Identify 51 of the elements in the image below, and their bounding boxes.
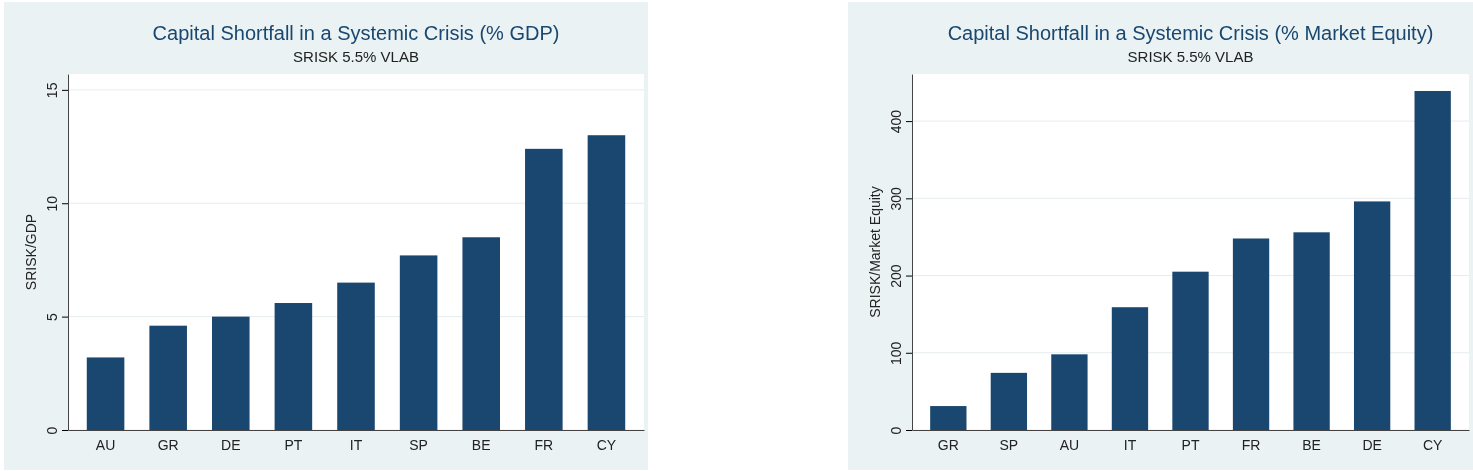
x-tick-label: AU xyxy=(1059,436,1080,453)
bar xyxy=(274,303,313,430)
chart-title: Capital Shortfall in a Systemic Crisis (% GDP) xyxy=(152,22,560,44)
x-tick-label: BE xyxy=(1302,436,1321,453)
x-tick-label: GR xyxy=(157,436,179,453)
x-tick-label: FR xyxy=(1241,436,1261,453)
bar xyxy=(149,325,187,430)
bar xyxy=(86,357,125,430)
x-tick-label: IT xyxy=(349,436,363,453)
chart-subtitle: SRISK 5.5% VLAB xyxy=(1127,48,1254,65)
y-tick-label: 300 xyxy=(887,186,904,211)
x-tick-label: DE xyxy=(221,436,241,453)
bar xyxy=(1353,201,1391,430)
y-tick-label: 5 xyxy=(43,313,60,322)
bar xyxy=(587,135,626,430)
bar xyxy=(1232,238,1270,430)
bar xyxy=(990,372,1028,430)
bar xyxy=(930,406,967,430)
chart-subtitle: SRISK 5.5% VLAB xyxy=(293,48,419,65)
y-tick-label: 100 xyxy=(887,341,904,365)
x-tick-label: GR xyxy=(937,436,959,453)
x-tick-label: SP xyxy=(409,436,428,453)
bar xyxy=(462,237,500,430)
bar xyxy=(337,282,375,430)
x-tick-label: CY xyxy=(1422,436,1444,453)
x-tick-label: PT xyxy=(1181,436,1200,453)
bar xyxy=(1414,90,1451,430)
bar xyxy=(1111,307,1149,430)
y-tick-label: 10 xyxy=(43,195,60,212)
y-axis-title: SRISK/GDP xyxy=(23,213,39,291)
x-tick-label: DE xyxy=(1362,436,1382,453)
bar xyxy=(1172,271,1209,430)
y-tick-label: 0 xyxy=(887,426,904,435)
y-tick-label: 400 xyxy=(887,109,904,134)
bar xyxy=(1293,232,1330,430)
bar xyxy=(1051,354,1088,430)
bar xyxy=(399,255,438,430)
y-tick-label: 15 xyxy=(43,82,60,99)
y-tick-label: 200 xyxy=(887,264,904,288)
bar xyxy=(525,148,563,430)
y-tick-label: 0 xyxy=(43,426,60,435)
x-tick-label: SP xyxy=(999,436,1019,453)
x-tick-label: PT xyxy=(284,436,303,453)
chart-title: Capital Shortfall in a Systemic Crisis (% Market Equity) xyxy=(947,22,1434,44)
bar xyxy=(212,316,250,430)
x-tick-label: BE xyxy=(471,436,491,453)
y-axis-title: SRISK/Market Equity xyxy=(867,186,883,318)
x-tick-label: FR xyxy=(534,436,554,453)
x-tick-label: IT xyxy=(1123,436,1137,453)
x-tick-label: AU xyxy=(95,436,116,453)
x-tick-label: CY xyxy=(596,436,617,453)
